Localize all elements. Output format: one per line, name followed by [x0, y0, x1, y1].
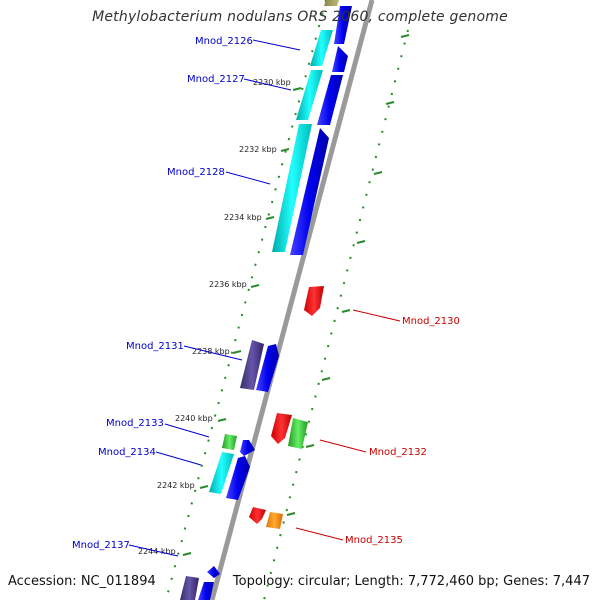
gene-mnod-2128-cyan: [272, 124, 312, 252]
tick-label-2240: 2240 kbp: [175, 414, 213, 423]
label-leaders-top: [128, 39, 301, 557]
outer-tick-rail: [165, 0, 327, 600]
gene-mnod-2133-blue: [240, 440, 255, 456]
accession-label: Accession: NC_011894: [8, 574, 156, 589]
gene-mnod-2134-blue: [226, 456, 250, 500]
gene-mnod-2126-blue: [334, 6, 352, 44]
gene-mnod-2137-blue: [198, 582, 214, 600]
tick-label-2230: 2230 kbp: [253, 78, 291, 87]
gene-mnod-2135-orange: [266, 512, 283, 529]
gene-label-mnod-2127[interactable]: Mnod_2127: [187, 74, 245, 85]
gene-label-mnod-2135[interactable]: Mnod_2135: [345, 535, 403, 546]
gene-label-mnod-2130[interactable]: Mnod_2130: [402, 316, 460, 327]
gene-label-mnod-2126[interactable]: Mnod_2126: [195, 36, 253, 47]
gene-label-mnod-2134[interactable]: Mnod_2134: [98, 447, 156, 458]
gene-mnod-2137-purple: [180, 576, 199, 600]
gene-mnod-2135-red: [249, 507, 266, 524]
forward-strand-genes: [180, 0, 352, 600]
label-leaders-bottom: [295, 309, 401, 541]
gene-label-mnod-2132[interactable]: Mnod_2132: [369, 447, 427, 458]
gene-mnod-2127-blue-2: [317, 75, 343, 125]
genome-backbone: [209, 0, 375, 600]
tick-label-2242: 2242 kbp: [157, 481, 195, 490]
gene-labels-top: Mnod_2126 Mnod_2127 Mnod_2128 Mnod_2131 …: [72, 36, 253, 551]
tick-label-2238: 2238 kbp: [192, 347, 230, 356]
gene-labels-bottom: Mnod_2130 Mnod_2132 Mnod_2135: [345, 316, 460, 546]
tick-label-2232: 2232 kbp: [239, 145, 277, 154]
gene-mnod-2134-cyan: [209, 452, 234, 494]
gene-mnod-2130: [304, 286, 324, 316]
gene-mnod-2127-cyan: [296, 70, 323, 120]
gene-mnod-2131-purple: [240, 340, 264, 390]
gene-mnod-2127-blue: [332, 46, 348, 72]
gene-mnod-2126-cyan: [310, 30, 333, 66]
major-ticks: [182, 34, 410, 556]
tick-label-2236: 2236 kbp: [209, 280, 247, 289]
gene-mnod-2132-green: [288, 418, 308, 449]
gene-mnod-2131-blue: [256, 344, 279, 392]
gene-label-mnod-2131[interactable]: Mnod_2131: [126, 341, 184, 352]
topology-label: Topology: circular; Length: 7,772,460 bp…: [232, 574, 590, 589]
gene-mnod-2128-blue: [290, 128, 329, 255]
gene-mnod-2132-red: [271, 413, 292, 444]
gene-mnod-2133-green: [222, 434, 237, 450]
map-title: Methylobacterium nodulans ORS 2060, comp…: [92, 9, 508, 25]
gene-label-mnod-2128[interactable]: Mnod_2128: [167, 167, 225, 178]
gene-mnod-2137-blue-small: [207, 566, 220, 578]
gene-label-mnod-2137[interactable]: Mnod_2137: [72, 540, 130, 551]
tick-label-2234: 2234 kbp: [224, 213, 262, 222]
gene-label-mnod-2133[interactable]: Mnod_2133: [106, 418, 164, 429]
reverse-strand-genes: [249, 286, 324, 529]
gene-olive-fragment: [324, 0, 339, 6]
